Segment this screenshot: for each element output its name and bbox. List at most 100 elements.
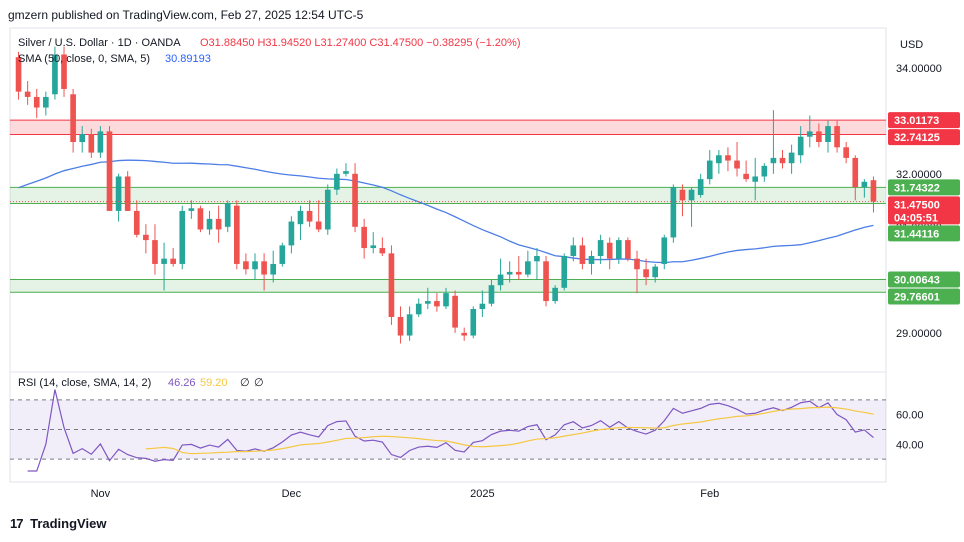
candle-body[interactable] (97, 131, 104, 153)
candle-body[interactable] (706, 160, 713, 180)
candle-body[interactable] (52, 54, 58, 95)
candle-body[interactable] (170, 258, 176, 264)
candle-body[interactable] (297, 210, 304, 225)
candle-body[interactable] (88, 134, 95, 153)
rsi-tick-label: 40.00 (896, 439, 924, 451)
candle-body[interactable] (406, 314, 413, 336)
candle-body[interactable] (779, 157, 786, 164)
candle-body[interactable] (606, 242, 613, 259)
candle-body[interactable] (415, 303, 422, 315)
candle-body[interactable] (279, 245, 286, 264)
candle-body[interactable] (579, 245, 586, 264)
candle-body[interactable] (352, 173, 358, 227)
candle-body[interactable] (506, 271, 513, 275)
candle-body[interactable] (752, 176, 759, 182)
candle-body[interactable] (852, 157, 859, 188)
candle-body[interactable] (788, 152, 795, 164)
candle-body[interactable] (534, 256, 540, 262)
candle-body[interactable] (243, 261, 249, 270)
candle-body[interactable] (825, 126, 831, 142)
candle-body[interactable] (725, 155, 731, 161)
candle-body[interactable] (479, 303, 486, 310)
candle-body[interactable] (634, 258, 640, 270)
candle-body[interactable] (115, 176, 122, 211)
candle-body[interactable] (743, 173, 749, 180)
brand-name: TradingView (30, 516, 107, 531)
candle-body[interactable] (79, 134, 86, 142)
candle-body[interactable] (106, 131, 113, 211)
candle-body[interactable] (434, 301, 440, 307)
candle-body[interactable] (588, 256, 595, 264)
candle-body[interactable] (443, 293, 449, 307)
candle-body[interactable] (670, 187, 677, 238)
candle-body[interactable] (688, 189, 695, 201)
candle-body[interactable] (206, 218, 213, 230)
candle-body[interactable] (334, 173, 340, 190)
candle-body[interactable] (570, 245, 577, 256)
candle-body[interactable] (770, 157, 777, 164)
candle-body[interactable] (152, 240, 158, 264)
candle-body[interactable] (315, 221, 322, 230)
candle-body[interactable] (761, 165, 768, 177)
candle-body[interactable] (488, 285, 495, 304)
candle-body[interactable] (452, 295, 458, 328)
candle-body[interactable] (388, 253, 395, 317)
candle-body[interactable] (343, 171, 349, 174)
candle-body[interactable] (61, 54, 67, 89)
x-tick-label: Dec (282, 488, 302, 500)
candle-body[interactable] (361, 226, 367, 249)
candle-body[interactable] (597, 240, 604, 256)
candle-body[interactable] (234, 205, 240, 264)
candle-body[interactable] (816, 131, 822, 142)
candle-body[interactable] (188, 208, 195, 211)
candle-body[interactable] (716, 155, 722, 164)
candle-body[interactable] (643, 269, 649, 278)
candle-body[interactable] (679, 189, 686, 201)
candle-body[interactable] (525, 261, 531, 275)
candle-body[interactable] (561, 256, 568, 288)
candle-body[interactable] (834, 126, 840, 148)
candle-body[interactable] (370, 245, 377, 249)
candle-body[interactable] (124, 176, 131, 211)
candle-body[interactable] (24, 91, 31, 97)
candle-body[interactable] (870, 180, 877, 202)
candle-body[interactable] (143, 234, 149, 241)
candle-body[interactable] (270, 263, 277, 275)
candle-body[interactable] (43, 96, 49, 108)
candle-body[interactable] (470, 309, 477, 336)
candle-body[interactable] (843, 147, 849, 158)
candle-body[interactable] (33, 96, 40, 108)
candle-body[interactable] (861, 181, 868, 188)
candle-body[interactable] (70, 94, 76, 142)
candle-body[interactable] (661, 237, 668, 264)
candle-body[interactable] (261, 261, 267, 275)
candle-body[interactable] (552, 287, 558, 302)
candle-body[interactable] (615, 240, 622, 259)
candle-body[interactable] (288, 221, 295, 246)
candle-body[interactable] (224, 202, 231, 227)
candle-body[interactable] (497, 274, 504, 286)
candle-body[interactable] (252, 261, 258, 270)
candle-body[interactable] (397, 316, 404, 336)
candle-body[interactable] (652, 266, 658, 278)
candle-body[interactable] (734, 160, 740, 169)
candle-body[interactable] (197, 208, 204, 230)
candle-body[interactable] (806, 131, 813, 137)
candle-body[interactable] (424, 301, 431, 304)
candle-body[interactable] (179, 210, 186, 264)
candle-body[interactable] (461, 332, 468, 336)
candle-body[interactable] (15, 57, 22, 92)
candle-body[interactable] (515, 271, 522, 275)
candle-body[interactable] (797, 136, 804, 156)
candle-body[interactable] (543, 261, 549, 302)
rsi-sma-value: 59.20 (200, 377, 228, 389)
candle-body[interactable] (379, 248, 386, 254)
candle-body[interactable] (215, 218, 222, 230)
candle-body[interactable] (324, 189, 331, 230)
candle-body[interactable] (133, 210, 140, 235)
candle-body[interactable] (161, 258, 167, 264)
candle-body[interactable] (697, 179, 704, 196)
candle-body[interactable] (625, 240, 631, 259)
candle-body[interactable] (306, 210, 313, 222)
